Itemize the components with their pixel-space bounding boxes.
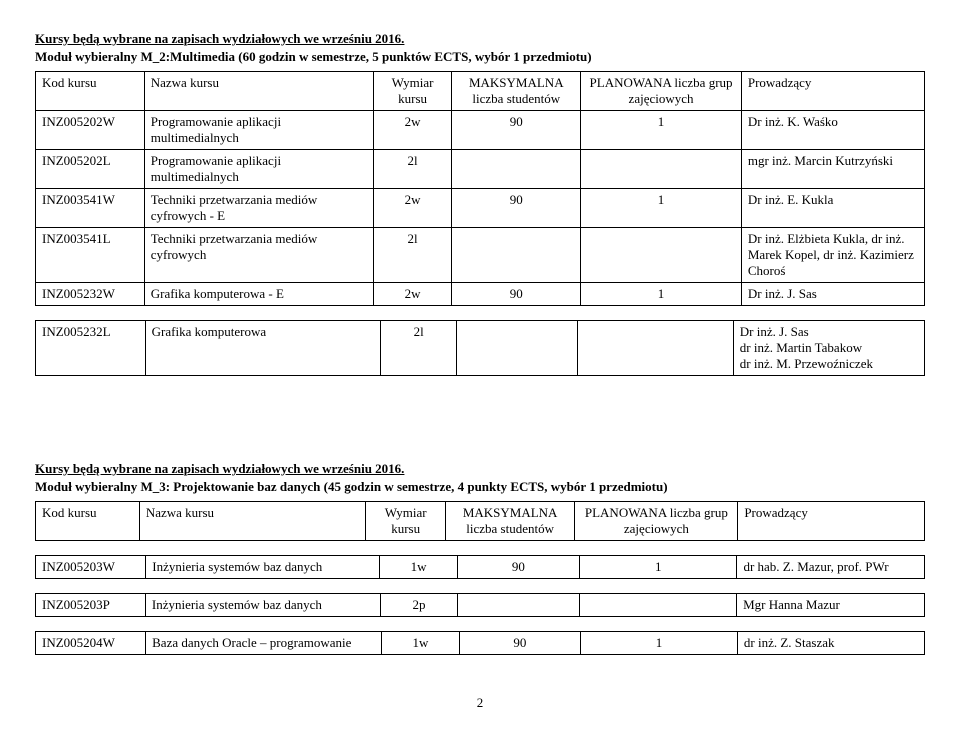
cell-prow: Dr inż. E. Kukla xyxy=(741,189,924,228)
cell-wymiar: 2l xyxy=(380,321,457,376)
module2-header-line1: Kursy będą wybrane na zapisach wydziałow… xyxy=(35,461,404,476)
col-wymiar: Wymiar kursu xyxy=(366,502,445,541)
col-plan: PLANOWANA liczba grup zajęciowych xyxy=(581,72,742,111)
cell-kod: INZ005203W xyxy=(36,556,146,579)
cell-max: 90 xyxy=(452,283,581,306)
module1-header: Kursy będą wybrane na zapisach wydziałow… xyxy=(35,30,925,65)
cell-plan xyxy=(579,594,737,617)
module1-table-extra: INZ005232L Grafika komputerowa 2l Dr inż… xyxy=(35,320,925,376)
cell-nazwa: Inżynieria systemów baz danych xyxy=(146,556,380,579)
table-row: INZ005202L Programowanie aplikacji multi… xyxy=(36,150,925,189)
cell-wymiar: 2l xyxy=(373,150,452,189)
cell-prow: Dr inż. J. Sas dr inż. Martin Tabakow dr… xyxy=(733,321,924,376)
cell-plan xyxy=(581,228,742,283)
cell-plan: 1 xyxy=(581,632,738,655)
cell-max xyxy=(452,150,581,189)
cell-wymiar: 2p xyxy=(380,594,457,617)
cell-wymiar: 2w xyxy=(373,283,452,306)
module2-row-table: INZ005203P Inżynieria systemów baz danyc… xyxy=(35,593,925,617)
table-header-row: Kod kursu Nazwa kursu Wymiar kursu MAKSY… xyxy=(36,502,925,541)
table-row: INZ005232L Grafika komputerowa 2l Dr inż… xyxy=(36,321,925,376)
cell-nazwa: Baza danych Oracle – programowanie xyxy=(146,632,382,655)
cell-plan: 1 xyxy=(579,556,736,579)
table-row: INZ003541L Techniki przetwarzania mediów… xyxy=(36,228,925,283)
module2-row-table: INZ005203W Inżynieria systemów baz danyc… xyxy=(35,555,925,579)
cell-nazwa: Grafika komputerowa - E xyxy=(144,283,373,306)
col-nazwa: Nazwa kursu xyxy=(144,72,373,111)
table-row: INZ005203P Inżynieria systemów baz danyc… xyxy=(36,594,925,617)
module1-header-line2: Moduł wybieralny M_2:Multimedia (60 godz… xyxy=(35,49,592,64)
cell-nazwa: Techniki przetwarzania mediów cyfrowych … xyxy=(144,189,373,228)
col-nazwa: Nazwa kursu xyxy=(139,502,366,541)
col-wymiar: Wymiar kursu xyxy=(373,72,452,111)
cell-wymiar: 2l xyxy=(373,228,452,283)
cell-max: 90 xyxy=(457,556,579,579)
cell-prow: mgr inż. Marcin Kutrzyński xyxy=(741,150,924,189)
module1-table: Kod kursu Nazwa kursu Wymiar kursu MAKSY… xyxy=(35,71,925,306)
cell-kod: INZ005204W xyxy=(36,632,146,655)
module1-header-line1: Kursy będą wybrane na zapisach wydziałow… xyxy=(35,31,404,46)
col-prow: Prowadzący xyxy=(738,502,925,541)
cell-plan xyxy=(581,150,742,189)
module2-header: Kursy będą wybrane na zapisach wydziałow… xyxy=(35,460,925,495)
cell-max xyxy=(452,228,581,283)
cell-kod: INZ005202W xyxy=(36,111,145,150)
cell-max: 90 xyxy=(452,189,581,228)
cell-kod: INZ003541L xyxy=(36,228,145,283)
cell-wymiar: 2w xyxy=(373,111,452,150)
cell-wymiar: 1w xyxy=(380,556,458,579)
cell-prow: Dr inż. K. Waśko xyxy=(741,111,924,150)
cell-nazwa: Techniki przetwarzania mediów cyfrowych xyxy=(144,228,373,283)
table-header-row: Kod kursu Nazwa kursu Wymiar kursu MAKSY… xyxy=(36,72,925,111)
cell-max: 90 xyxy=(459,632,581,655)
col-kod: Kod kursu xyxy=(36,72,145,111)
table-row: INZ005232W Grafika komputerowa - E 2w 90… xyxy=(36,283,925,306)
col-plan: PLANOWANA liczba grup zajęciowych xyxy=(575,502,738,541)
module2-row-table: INZ005204W Baza danych Oracle – programo… xyxy=(35,631,925,655)
cell-max xyxy=(458,594,579,617)
module2-header-table: Kod kursu Nazwa kursu Wymiar kursu MAKSY… xyxy=(35,501,925,541)
table-row: INZ005204W Baza danych Oracle – programo… xyxy=(36,632,925,655)
module2-header-line2: Moduł wybieralny M_3: Projektowanie baz … xyxy=(35,479,668,494)
page-number: 2 xyxy=(35,695,925,711)
cell-plan xyxy=(577,321,733,376)
col-prow: Prowadzący xyxy=(741,72,924,111)
cell-wymiar: 2w xyxy=(373,189,452,228)
cell-prow: Mgr Hanna Mazur xyxy=(737,594,925,617)
table-row: INZ003541W Techniki przetwarzania mediów… xyxy=(36,189,925,228)
col-max: MAKSYMALNA liczba studentów xyxy=(452,72,581,111)
cell-prow: Dr inż. Elżbieta Kukla, dr inż. Marek Ko… xyxy=(741,228,924,283)
col-max: MAKSYMALNA liczba studentów xyxy=(445,502,575,541)
cell-max: 90 xyxy=(452,111,581,150)
cell-wymiar: 1w xyxy=(382,632,459,655)
col-kod: Kod kursu xyxy=(36,502,140,541)
cell-nazwa: Inżynieria systemów baz danych xyxy=(145,594,380,617)
cell-kod: INZ005203P xyxy=(36,594,146,617)
cell-kod: INZ005232L xyxy=(36,321,146,376)
cell-prow: dr inż. Z. Staszak xyxy=(737,632,924,655)
cell-nazwa: Programowanie aplikacji multimedialnych xyxy=(144,111,373,150)
cell-prow: Dr inż. J. Sas xyxy=(741,283,924,306)
table-row: INZ005202W Programowanie aplikacji multi… xyxy=(36,111,925,150)
cell-prow: dr hab. Z. Mazur, prof. PWr xyxy=(737,556,925,579)
cell-nazwa: Grafika komputerowa xyxy=(145,321,380,376)
table-row: INZ005203W Inżynieria systemów baz danyc… xyxy=(36,556,925,579)
cell-nazwa: Programowanie aplikacji multimedialnych xyxy=(144,150,373,189)
cell-kod: INZ005202L xyxy=(36,150,145,189)
cell-kod: INZ003541W xyxy=(36,189,145,228)
cell-plan: 1 xyxy=(581,189,742,228)
cell-plan: 1 xyxy=(581,283,742,306)
cell-kod: INZ005232W xyxy=(36,283,145,306)
cell-max xyxy=(457,321,577,376)
cell-plan: 1 xyxy=(581,111,742,150)
